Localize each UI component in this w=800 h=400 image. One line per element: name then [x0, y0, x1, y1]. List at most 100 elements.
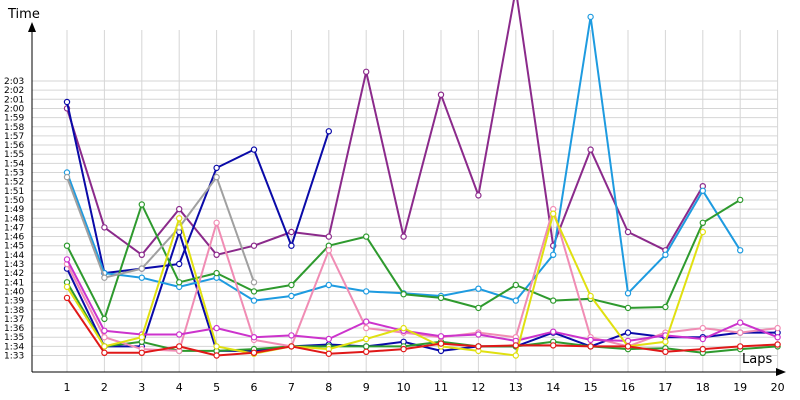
data-point: [363, 318, 370, 325]
data-point: [737, 247, 744, 254]
series-7: [63, 173, 258, 286]
data-point: [437, 333, 445, 340]
data-point: [213, 251, 220, 258]
series-5: [63, 196, 744, 323]
data-point: [512, 297, 520, 304]
data-point: [475, 192, 482, 199]
y-tick-label: 1:56: [4, 141, 24, 151]
data-point: [662, 338, 669, 345]
data-point: [175, 343, 183, 350]
series-line: [66, 208, 778, 352]
data-point: [138, 201, 145, 208]
y-tick-label: 1:54: [4, 159, 24, 169]
y-tick-label: 1:39: [4, 297, 24, 307]
y-tick-label: 1:57: [4, 132, 24, 142]
data-point: [587, 146, 594, 153]
data-point: [363, 343, 370, 350]
x-tick-label: 8: [325, 381, 332, 394]
data-point: [325, 335, 332, 343]
data-point: [175, 205, 183, 213]
data-point: [437, 91, 445, 98]
data-point: [63, 256, 71, 263]
data-point: [550, 342, 557, 349]
x-tick-label: 19: [733, 381, 747, 394]
data-point: [624, 228, 632, 236]
y-tick-label: 1:55: [4, 150, 24, 160]
data-point: [475, 343, 482, 350]
data-point: [63, 98, 71, 106]
data-point: [699, 324, 707, 332]
x-tick-label: 2: [101, 381, 108, 394]
data-point: [475, 304, 482, 312]
data-point: [63, 294, 71, 302]
y-tick-label: 1:45: [4, 242, 24, 252]
y-axis-arrow: [28, 22, 36, 32]
y-tick-label: 2:03: [4, 77, 24, 87]
y-tick-label: 2:02: [4, 86, 24, 96]
y-tick-label: 1:40: [4, 287, 24, 297]
data-point: [512, 352, 520, 359]
data-point: [213, 352, 220, 359]
data-point: [624, 304, 632, 312]
data-point: [138, 349, 145, 356]
data-point: [363, 288, 370, 295]
data-point: [250, 279, 258, 286]
data-point: [250, 242, 258, 249]
series-line: [66, 0, 704, 256]
x-tick-label: 17: [658, 381, 672, 394]
y-tick-label: 1:46: [4, 233, 24, 243]
data-point: [400, 233, 407, 240]
data-point: [363, 335, 370, 343]
data-point: [624, 329, 632, 336]
data-point: [699, 345, 707, 353]
data-point: [175, 331, 183, 338]
data-point: [63, 283, 71, 291]
data-point: [288, 292, 295, 300]
data-point: [363, 324, 370, 332]
data-point: [250, 334, 258, 341]
y-tick-label: 1:52: [4, 178, 24, 188]
data-point: [774, 324, 781, 332]
data-point: [213, 219, 220, 226]
data-point: [400, 345, 407, 353]
x-tick-label: 9: [363, 381, 370, 394]
y-tick-label: 1:43: [4, 260, 24, 270]
data-point: [325, 128, 332, 135]
series-1: [63, 0, 707, 258]
y-tick-label: 1:58: [4, 123, 24, 133]
data-point: [175, 260, 183, 268]
data-point: [213, 269, 220, 277]
data-point: [587, 343, 594, 350]
data-point: [325, 350, 332, 357]
data-point: [250, 146, 258, 153]
data-point: [250, 297, 258, 304]
x-tick-label: 16: [621, 381, 635, 394]
y-axis-title: Time: [7, 7, 40, 22]
data-point: [213, 164, 220, 172]
y-tick-label: 1:50: [4, 196, 24, 206]
data-point: [101, 224, 108, 231]
series-line: [66, 212, 704, 357]
y-tick-label: 2:01: [4, 95, 24, 105]
data-point: [288, 228, 295, 236]
data-point: [624, 343, 632, 350]
data-point: [699, 219, 707, 226]
data-point: [138, 334, 145, 341]
data-point: [325, 233, 332, 240]
y-tick-label: 1:44: [4, 251, 24, 261]
data-point: [325, 247, 332, 254]
data-point: [737, 196, 744, 204]
data-point: [213, 343, 220, 350]
data-point: [662, 348, 669, 355]
y-tick-label: 1:51: [4, 187, 24, 197]
y-tick-label: 1:47: [4, 223, 24, 233]
x-tick-label: 4: [176, 381, 183, 394]
x-tick-label: 7: [288, 381, 295, 394]
data-point: [550, 210, 557, 217]
x-tick-label: 3: [138, 381, 145, 394]
data-point: [101, 274, 108, 281]
data-point: [437, 294, 445, 302]
data-point: [550, 297, 557, 304]
data-point: [587, 336, 594, 344]
